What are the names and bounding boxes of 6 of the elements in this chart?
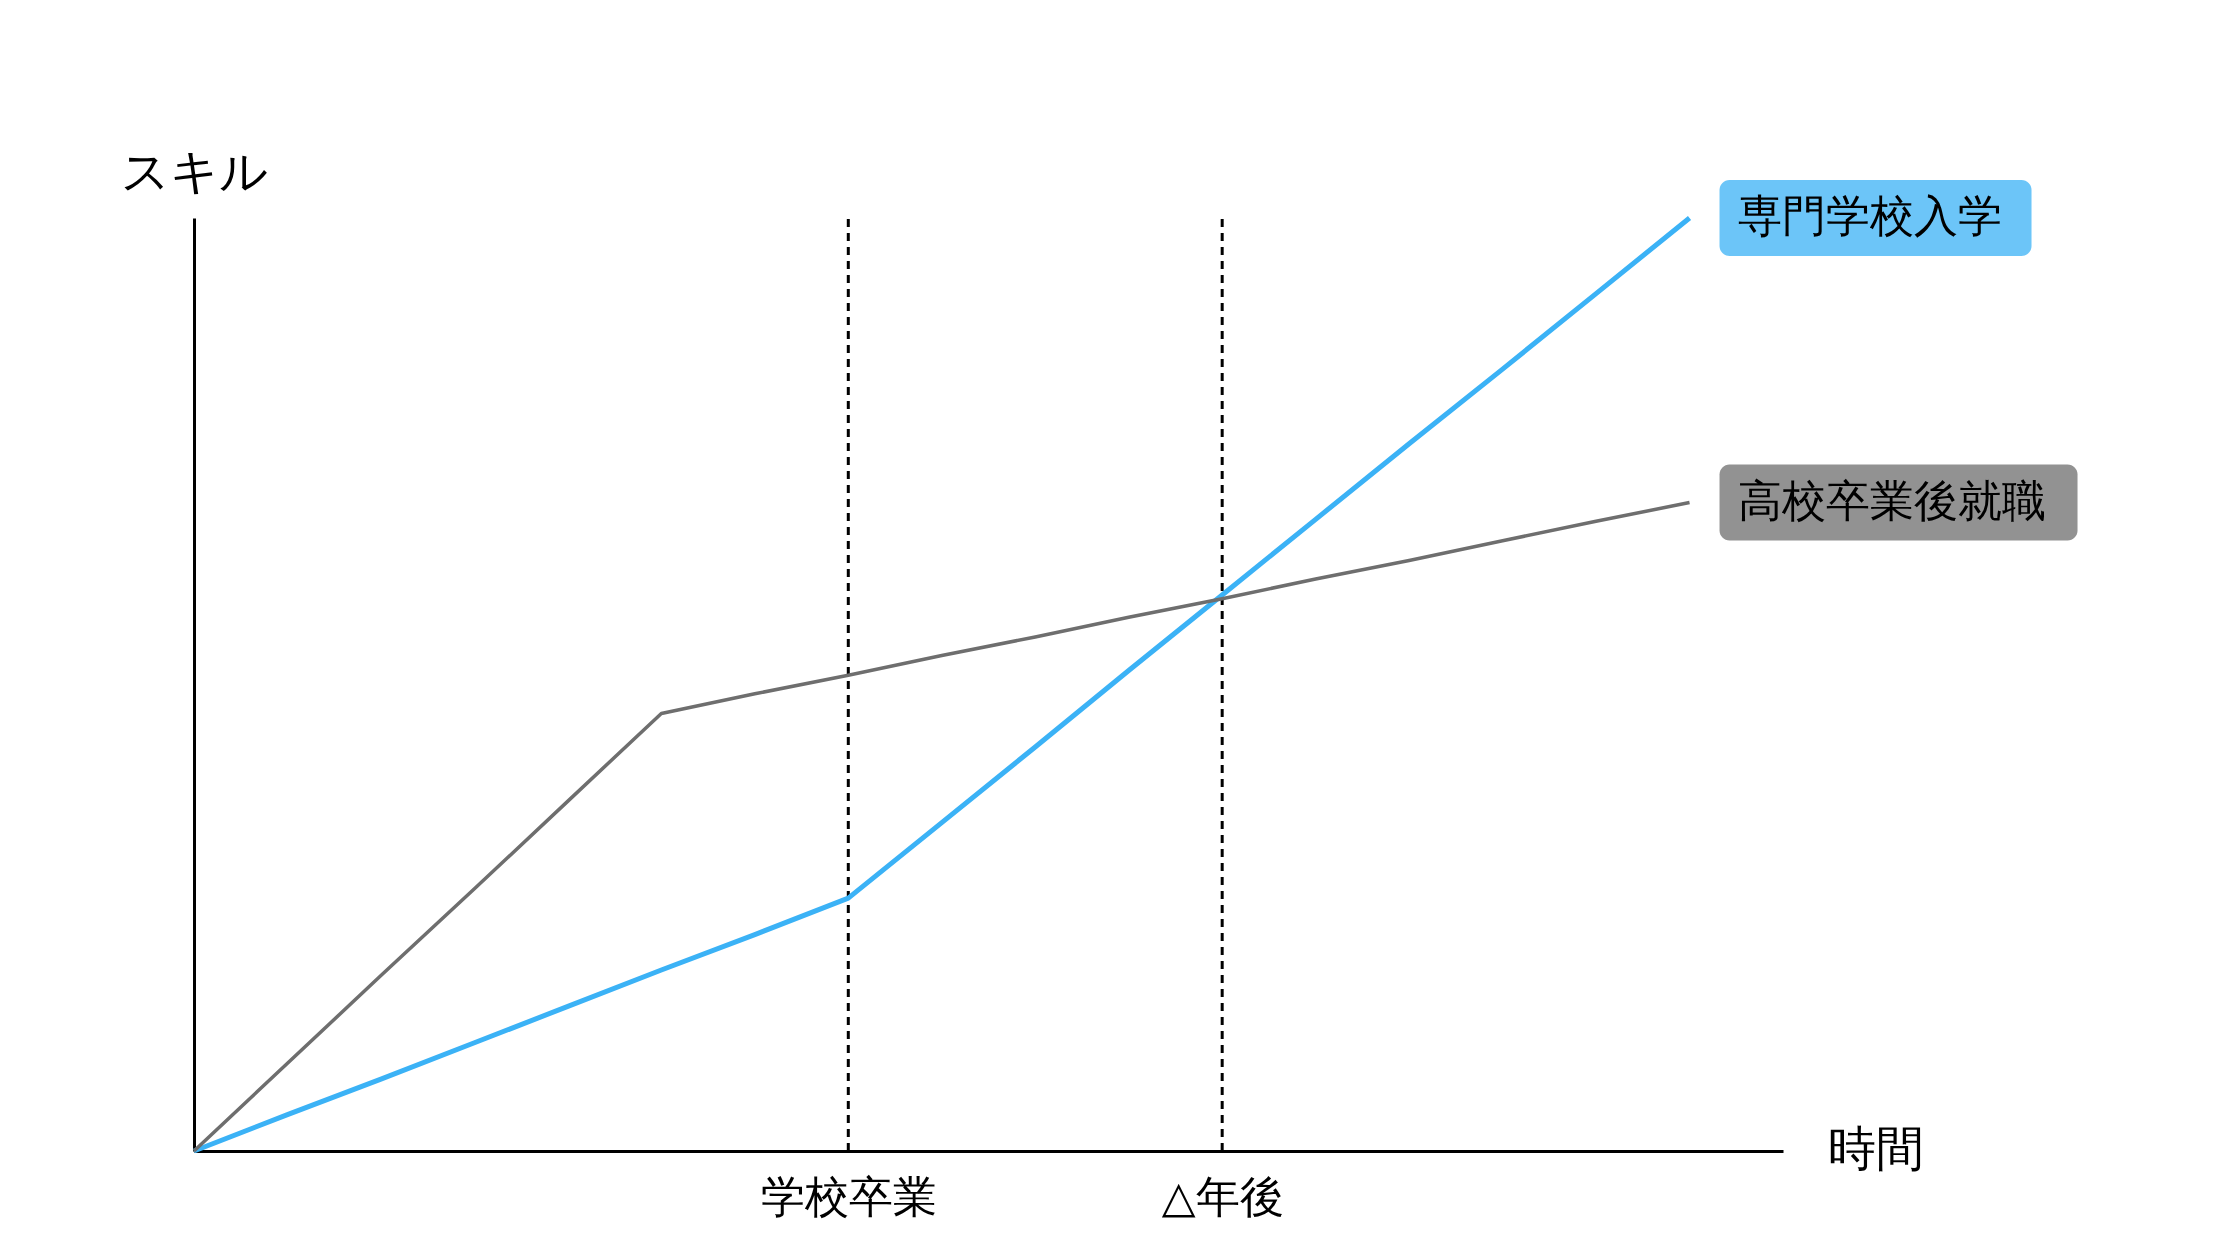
- y-axis-title: スキル: [120, 143, 268, 199]
- series-label: 専門学校入学: [1737, 190, 2002, 241]
- x-tick-label: △年後: [1161, 1170, 1284, 1222]
- x-tick-label: 学校卒業: [760, 1170, 937, 1222]
- series-label: 高校卒業後就職: [1737, 474, 2046, 526]
- x-axis-title: 時間: [1828, 1120, 1924, 1176]
